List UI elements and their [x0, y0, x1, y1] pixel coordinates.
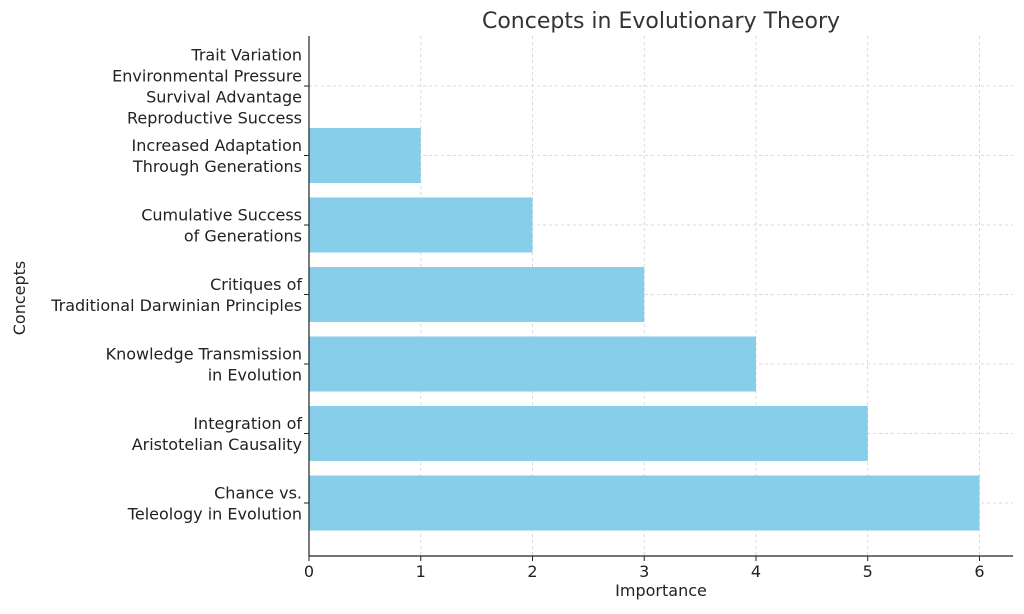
y-axis-label: Concepts — [10, 261, 29, 336]
bar — [309, 197, 533, 253]
x-tick-label: 0 — [304, 562, 314, 581]
category-label: Traditional Darwinian Principles — [50, 296, 302, 315]
y-labels-layer: Chance vs. Teleology in Evolution Integrat… — [50, 46, 302, 524]
bar — [309, 406, 868, 461]
category-label: Chance vs. — [214, 484, 302, 503]
category-label: of Generations — [184, 227, 302, 246]
bar — [309, 128, 421, 183]
x-tick-label: 6 — [974, 562, 984, 581]
axes-layer — [304, 36, 1013, 557]
x-tick-label: 2 — [527, 562, 537, 581]
category-label: in Evolution — [208, 366, 302, 385]
bar — [309, 267, 645, 322]
x-tick-label: 5 — [863, 562, 873, 581]
category-label: Integration of — [193, 414, 302, 433]
category-label: Increased Adaptation — [132, 136, 302, 155]
category-label: Environmental Pressure — [112, 67, 302, 86]
x-ticks-layer: 0 1 2 3 4 5 6 — [304, 556, 985, 581]
category-label: Knowledge Transmission — [106, 345, 302, 364]
category-label: Aristotelian Causality — [132, 435, 302, 454]
bar — [309, 475, 980, 531]
x-axis-label: Importance — [615, 581, 707, 600]
category-label: Cumulative Success — [141, 206, 302, 225]
bars-layer — [309, 128, 980, 531]
category-label: Teleology in Evolution — [127, 505, 302, 524]
category-label: Reproductive Success — [127, 109, 302, 128]
bar — [309, 336, 756, 392]
category-label: Through Generations — [132, 157, 302, 176]
category-label: Trait Variation — [190, 46, 302, 65]
chart-title: Concepts in Evolutionary Theory — [482, 9, 840, 34]
category-label: Survival Advantage — [146, 88, 302, 107]
x-tick-label: 3 — [639, 562, 649, 581]
x-tick-label: 4 — [751, 562, 761, 581]
category-label: Critiques of — [210, 275, 302, 294]
x-tick-label: 1 — [416, 562, 426, 581]
